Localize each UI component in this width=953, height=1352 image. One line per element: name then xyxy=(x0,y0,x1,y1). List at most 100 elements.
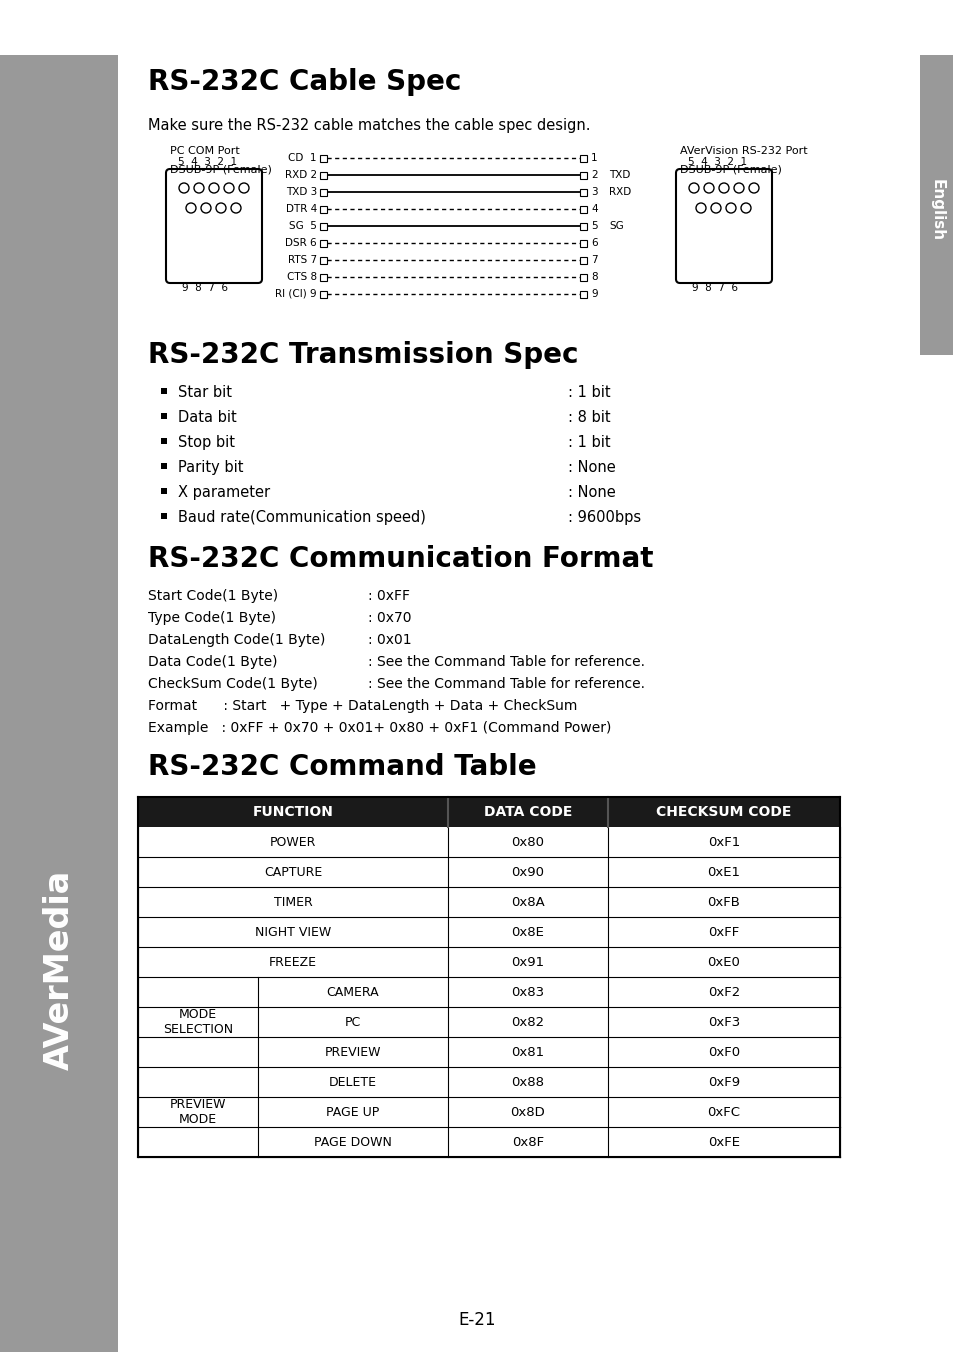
Text: AVerVision RS-232 Port: AVerVision RS-232 Port xyxy=(679,146,807,155)
Bar xyxy=(0,55,118,1352)
Bar xyxy=(319,257,327,264)
Text: CAMERA: CAMERA xyxy=(326,986,379,999)
Text: CAPTURE: CAPTURE xyxy=(264,865,322,879)
Bar xyxy=(138,1067,840,1096)
Text: RTS 7: RTS 7 xyxy=(288,256,316,265)
Text: 4: 4 xyxy=(590,204,597,214)
Text: Format      : Start   + Type + DataLength + Data + CheckSum: Format : Start + Type + DataLength + Dat… xyxy=(148,699,577,713)
Text: 0x8F: 0x8F xyxy=(512,1136,543,1148)
Text: 9: 9 xyxy=(590,289,597,299)
Text: RS-232C Communication Format: RS-232C Communication Format xyxy=(148,545,653,573)
Bar xyxy=(579,239,586,246)
Text: RXD: RXD xyxy=(608,187,631,197)
Bar xyxy=(579,154,586,161)
Bar xyxy=(319,239,327,246)
Bar xyxy=(161,388,167,393)
Text: 7: 7 xyxy=(590,256,597,265)
Text: 0x8A: 0x8A xyxy=(511,895,544,909)
Text: CheckSum Code(1 Byte): CheckSum Code(1 Byte) xyxy=(148,677,317,691)
Text: PC COM Port: PC COM Port xyxy=(170,146,239,155)
Bar xyxy=(138,1007,840,1037)
Text: PAGE UP: PAGE UP xyxy=(326,1106,379,1118)
Text: 0x8E: 0x8E xyxy=(511,926,544,938)
Text: RS-232C Transmission Spec: RS-232C Transmission Spec xyxy=(148,341,578,369)
Bar xyxy=(138,827,840,857)
Text: Stop bit: Stop bit xyxy=(178,435,234,450)
Text: FUNCTION: FUNCTION xyxy=(253,804,334,819)
Text: English: English xyxy=(928,178,943,241)
Text: 0x80: 0x80 xyxy=(511,836,544,849)
Text: 0xE1: 0xE1 xyxy=(707,865,740,879)
Text: 1: 1 xyxy=(590,153,597,164)
Text: TIMER: TIMER xyxy=(274,895,312,909)
Text: CTS 8: CTS 8 xyxy=(287,272,316,283)
Text: 9  8  7  6: 9 8 7 6 xyxy=(691,283,738,293)
Bar xyxy=(319,172,327,178)
Text: 0x88: 0x88 xyxy=(511,1075,544,1088)
Text: CHECKSUM CODE: CHECKSUM CODE xyxy=(656,804,791,819)
Text: CD  1: CD 1 xyxy=(288,153,316,164)
Text: : 9600bps: : 9600bps xyxy=(567,510,640,525)
Text: Star bit: Star bit xyxy=(178,385,232,400)
Text: : 0x70: : 0x70 xyxy=(368,611,411,625)
Text: 0xF9: 0xF9 xyxy=(707,1075,740,1088)
Text: : 8 bit: : 8 bit xyxy=(567,410,610,425)
Text: Start Code(1 Byte): Start Code(1 Byte) xyxy=(148,589,278,603)
Text: TXD 3: TXD 3 xyxy=(286,187,316,197)
Text: RXD 2: RXD 2 xyxy=(285,170,316,180)
Text: : 0x01: : 0x01 xyxy=(368,633,411,648)
Text: DATA CODE: DATA CODE xyxy=(483,804,572,819)
Bar xyxy=(319,206,327,212)
Text: 0x90: 0x90 xyxy=(511,865,544,879)
Text: : None: : None xyxy=(567,460,615,475)
Text: AVerMedia: AVerMedia xyxy=(43,869,75,1071)
Text: DSUB-9P (Female): DSUB-9P (Female) xyxy=(679,164,781,174)
Bar xyxy=(138,887,840,917)
Text: RI (CI) 9: RI (CI) 9 xyxy=(275,289,316,299)
Bar xyxy=(579,172,586,178)
Text: 5  4  3  2  1: 5 4 3 2 1 xyxy=(687,157,746,168)
Text: FREEZE: FREEZE xyxy=(269,956,316,968)
Text: 0xE0: 0xE0 xyxy=(707,956,740,968)
Bar xyxy=(138,946,840,977)
Text: 0xF3: 0xF3 xyxy=(707,1015,740,1029)
Text: Baud rate(Communication speed): Baud rate(Communication speed) xyxy=(178,510,425,525)
Text: NIGHT VIEW: NIGHT VIEW xyxy=(254,926,331,938)
Text: DSUB-9P (Female): DSUB-9P (Female) xyxy=(170,164,272,174)
Bar xyxy=(319,291,327,297)
Text: Type Code(1 Byte): Type Code(1 Byte) xyxy=(148,611,275,625)
Bar xyxy=(161,488,167,493)
Bar xyxy=(161,412,167,419)
Bar xyxy=(138,1128,840,1157)
Text: : 1 bit: : 1 bit xyxy=(567,385,610,400)
Bar xyxy=(138,1096,840,1128)
Text: DataLength Code(1 Byte): DataLength Code(1 Byte) xyxy=(148,633,325,648)
Text: 0x8D: 0x8D xyxy=(510,1106,545,1118)
Bar xyxy=(579,273,586,280)
Bar xyxy=(319,154,327,161)
Text: : 1 bit: : 1 bit xyxy=(567,435,610,450)
Text: 5  4  3  2  1: 5 4 3 2 1 xyxy=(178,157,237,168)
Text: : See the Command Table for reference.: : See the Command Table for reference. xyxy=(368,654,644,669)
Bar xyxy=(579,257,586,264)
Bar xyxy=(138,917,840,946)
Text: PREVIEW: PREVIEW xyxy=(324,1045,381,1059)
Text: 0xFB: 0xFB xyxy=(707,895,740,909)
Bar xyxy=(579,291,586,297)
Text: 0xFF: 0xFF xyxy=(708,926,739,938)
Text: E-21: E-21 xyxy=(457,1311,496,1329)
Text: Data Code(1 Byte): Data Code(1 Byte) xyxy=(148,654,277,669)
Bar xyxy=(161,512,167,519)
Text: 0xFE: 0xFE xyxy=(707,1136,740,1148)
Text: 0xF1: 0xF1 xyxy=(707,836,740,849)
Text: 0x81: 0x81 xyxy=(511,1045,544,1059)
Text: DTR 4: DTR 4 xyxy=(286,204,316,214)
Text: PC: PC xyxy=(345,1015,361,1029)
Bar xyxy=(138,796,840,827)
Text: Parity bit: Parity bit xyxy=(178,460,243,475)
Bar xyxy=(579,188,586,196)
Bar xyxy=(161,438,167,443)
Text: SG: SG xyxy=(608,220,623,231)
Text: 3: 3 xyxy=(590,187,597,197)
Bar xyxy=(919,55,953,356)
